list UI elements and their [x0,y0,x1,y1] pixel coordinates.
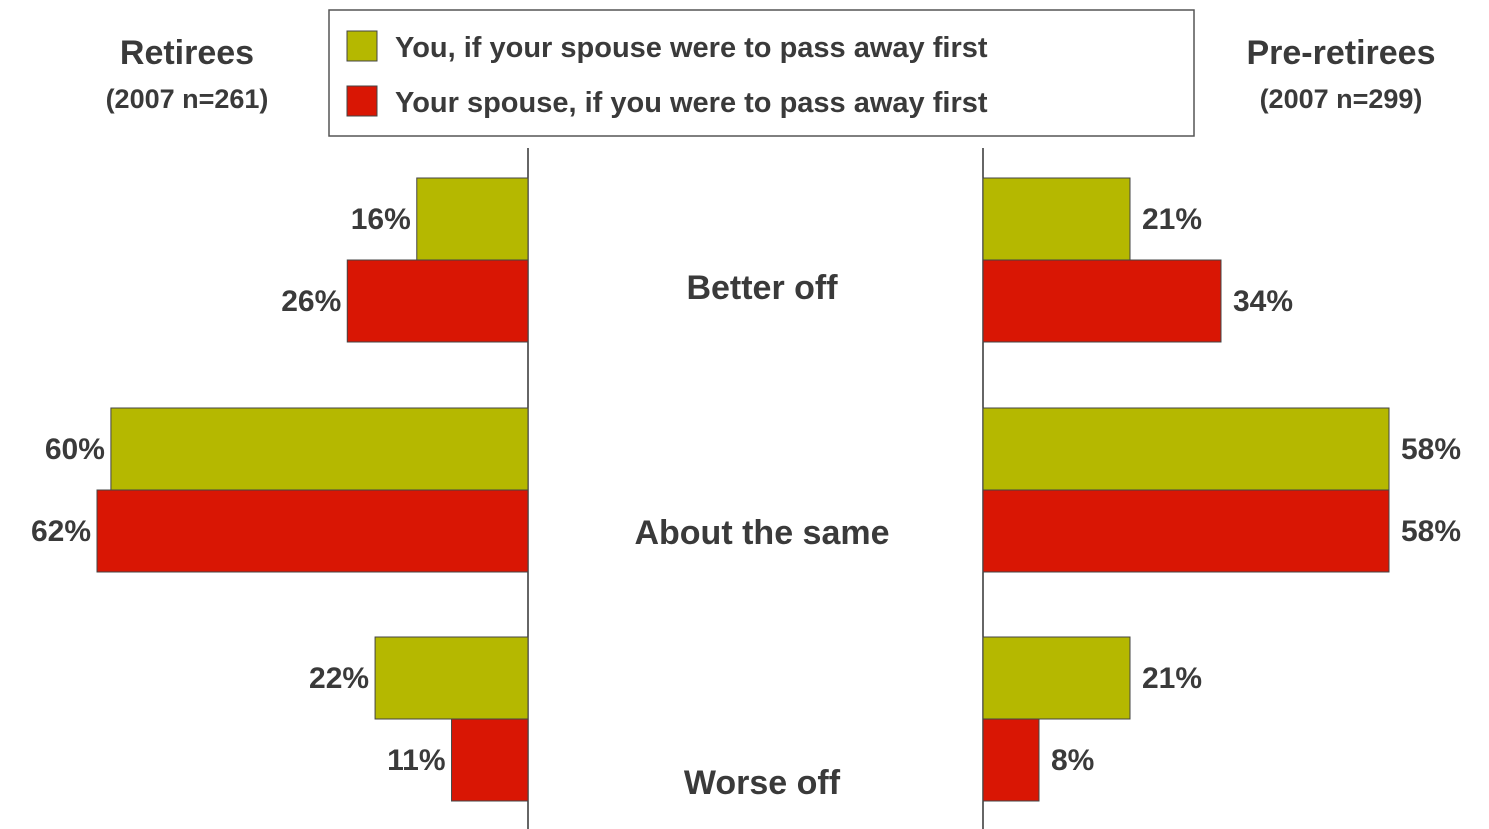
legend: You, if your spouse were to pass away fi… [329,10,1194,136]
category-label-about-the-same: About the same [634,514,889,552]
category-label-better-off: Better off [686,269,838,307]
left-label-better-off-spouse: 26% [281,285,341,318]
left-panel-subtitle: (2007 n=261) [106,84,269,114]
right-bar-about-the-same-spouse [983,490,1389,572]
legend-label-you: You, if your spouse were to pass away fi… [395,32,988,64]
left-bar-worse-off-spouse [452,719,528,801]
right-label-worse-off-spouse: 8% [1051,744,1094,777]
left-panel-title: Retirees [120,34,254,72]
left-bar-better-off-you [417,178,528,260]
right-panel-subtitle: (2007 n=299) [1260,84,1423,114]
right-bar-better-off-you [983,178,1130,260]
right-label-about-the-same-you: 58% [1401,433,1461,466]
left-label-better-off-you: 16% [351,203,411,236]
right-bar-worse-off-spouse [983,719,1039,801]
left-label-worse-off-you: 22% [309,662,369,695]
right-label-worse-off-you: 21% [1142,662,1202,695]
right-panel-title: Pre-retirees [1246,34,1435,72]
left-label-about-the-same-you: 60% [45,433,105,466]
left-label-about-the-same-spouse: 62% [31,515,91,548]
right-label-better-off-you: 21% [1142,203,1202,236]
legend-swatch-spouse [347,86,377,116]
right-label-about-the-same-spouse: 58% [1401,515,1461,548]
category-label-worse-off: Worse off [684,764,841,802]
right-label-better-off-spouse: 34% [1233,285,1293,318]
legend-swatch-you [347,31,377,61]
right-bar-worse-off-you [983,637,1130,719]
left-bar-about-the-same-you [111,408,528,490]
right-bar-about-the-same-you [983,408,1389,490]
left-bar-better-off-spouse [347,260,528,342]
left-bar-about-the-same-spouse [97,490,528,572]
left-bar-worse-off-you [375,637,528,719]
legend-label-spouse: Your spouse, if you were to pass away fi… [395,87,988,119]
right-bar-better-off-spouse [983,260,1221,342]
left-label-worse-off-spouse: 11% [387,744,445,777]
